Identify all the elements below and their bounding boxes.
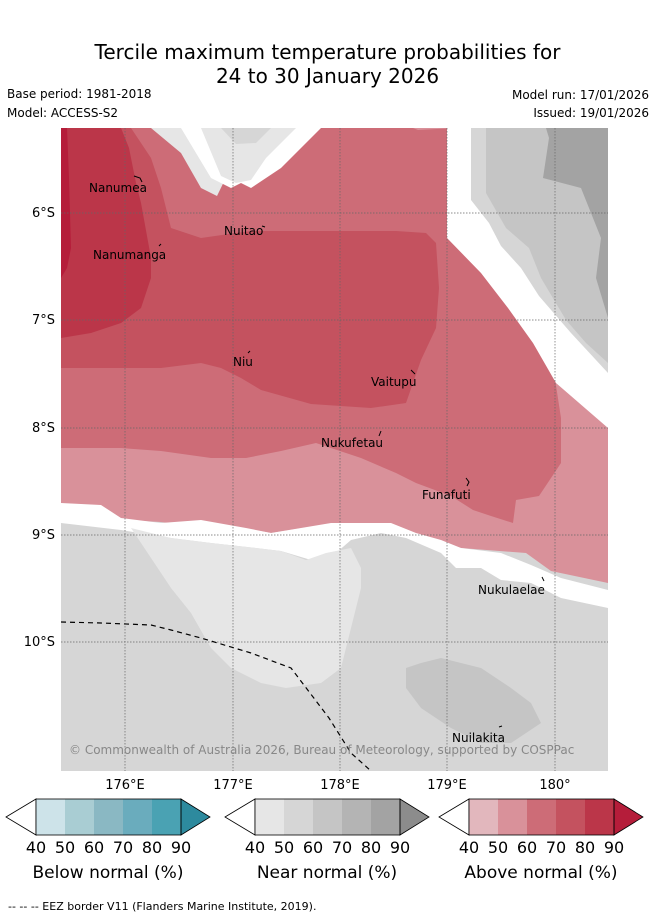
colorbar-above-tick: 90: [603, 838, 625, 857]
label-vaitupu: Vaitupu: [371, 375, 417, 389]
probability-map: [61, 128, 608, 771]
colorbar-below-tick: 60: [83, 838, 105, 857]
label-funafuti: Funafuti: [422, 488, 471, 502]
colorbar-near-swatch-4: [371, 799, 400, 835]
label-niu: Niu: [233, 355, 253, 369]
colorbar-near-tick: 90: [389, 838, 411, 857]
lat-label-10s: 10°S: [23, 635, 55, 650]
island-nukulaelae-mark: [541, 576, 545, 582]
model-name: Model: ACCESS-S2: [7, 106, 119, 120]
lon-label-178e: 178°E: [320, 778, 360, 793]
above-60-region: [61, 128, 439, 408]
lat-label-8s: 8°S: [31, 421, 55, 436]
copyright-notice: © Commonwealth of Australia 2026, Bureau…: [69, 743, 575, 757]
colorbar-above-tick: 70: [545, 838, 567, 857]
colorbar-near-swatch-1: [284, 799, 313, 835]
colorbar-above-swatch-3: [556, 799, 585, 835]
colorbar-above-swatch-4: [585, 799, 614, 835]
island-vaitupu-mark: [410, 369, 416, 375]
colorbar-below-swatch-2: [94, 799, 123, 835]
colorbar-below-tick: 70: [112, 838, 134, 857]
colorbar-near-swatch-3: [342, 799, 371, 835]
colorbar-below-swatch-1: [65, 799, 94, 835]
island-funafuti-mark: [465, 477, 470, 487]
graticule: [61, 128, 608, 771]
colorbar-below-tick: 80: [141, 838, 163, 857]
colorbar-near-tick: 80: [360, 838, 382, 857]
colorbar-below-tick: 50: [54, 838, 76, 857]
colorbar-near-swatch-2: [313, 799, 342, 835]
lat-label-9s: 9°S: [31, 528, 55, 543]
colorbar-near-swatch-0: [255, 799, 284, 835]
label-nukufetau: Nukufetau: [321, 436, 384, 450]
below-normal-title: Below normal (%): [32, 863, 184, 883]
colorbar-above-tick: 80: [574, 838, 596, 857]
colorbar-near-tick: 70: [331, 838, 353, 857]
title-line-2: 24 to 30 January 2026: [215, 64, 440, 88]
colorbar-below-swatch-5: [180, 798, 211, 836]
title-line-1: Tercile maximum temperature probabilitie…: [94, 40, 561, 64]
colorbar-below-tick: 40: [25, 838, 47, 857]
colorbar-below-swatch-3: [123, 799, 152, 835]
colorbar-above-swatch-5: [613, 798, 644, 836]
colorbar-near: [224, 798, 430, 836]
island-nuitao-mark: [261, 225, 266, 228]
chart-title: Tercile maximum temperature probabilitie…: [0, 40, 655, 88]
label-nanumea: Nanumea: [89, 181, 147, 195]
colorbars: [5, 798, 644, 836]
lat-label-7s: 7°S: [31, 313, 55, 328]
colorbar-below-swatch-4: [152, 799, 181, 835]
island-nuilakita-mark: [498, 725, 503, 728]
colorbar-above-tick: 40: [458, 838, 480, 857]
island-nanumea-mark: [133, 175, 143, 183]
island-niu-mark: [247, 350, 251, 354]
island-nukufetau-mark: [378, 430, 382, 437]
base-period: Base period: 1981-2018: [7, 87, 152, 101]
lat-label-6s: 6°S: [31, 206, 55, 221]
colorbar-near-tick: 40: [244, 838, 266, 857]
colorbar-near-tick: 50: [273, 838, 295, 857]
colorbar-near-tick: 60: [302, 838, 324, 857]
eez-border: [61, 621, 372, 771]
label-nuilakita: Nuilakita: [452, 731, 505, 745]
colorbar-above-swatch-1: [498, 799, 527, 835]
colorbar-above-tick: 60: [516, 838, 538, 857]
colorbar-above: [438, 798, 644, 836]
issued-date: Issued: 19/01/2026: [533, 106, 649, 120]
above-normal-title: Above normal (%): [464, 863, 618, 883]
label-nukulaelae: Nukulaelae: [478, 583, 545, 597]
island-nanumanga-mark: [158, 243, 162, 247]
colorbar-below-swatch-0: [36, 799, 65, 835]
lon-label-180: 180°: [539, 778, 571, 793]
above-80-region: [61, 128, 71, 278]
lon-label-177e: 177°E: [213, 778, 253, 793]
colorbar-below: [5, 798, 211, 836]
colorbar-above-swatch-2: [527, 799, 556, 835]
model-run: Model run: 17/01/2026: [511, 88, 649, 102]
eez-footnote: -- -- -- EEZ border V11 (Flanders Marine…: [8, 900, 317, 913]
label-nanumanga: Nanumanga: [93, 248, 167, 262]
colorbar-above-tick: 50: [487, 838, 509, 857]
colorbar-above-swatch-0: [469, 799, 498, 835]
lon-label-179e: 179°E: [427, 778, 467, 793]
near-normal-title: Near normal (%): [256, 863, 398, 883]
colorbar-below-tick: 90: [170, 838, 192, 857]
colorbar-near-swatch-5: [399, 798, 430, 836]
label-nuitao: Nuitao: [224, 224, 264, 238]
above-70-region: [61, 128, 151, 338]
lon-label-176e: 176°E: [105, 778, 145, 793]
